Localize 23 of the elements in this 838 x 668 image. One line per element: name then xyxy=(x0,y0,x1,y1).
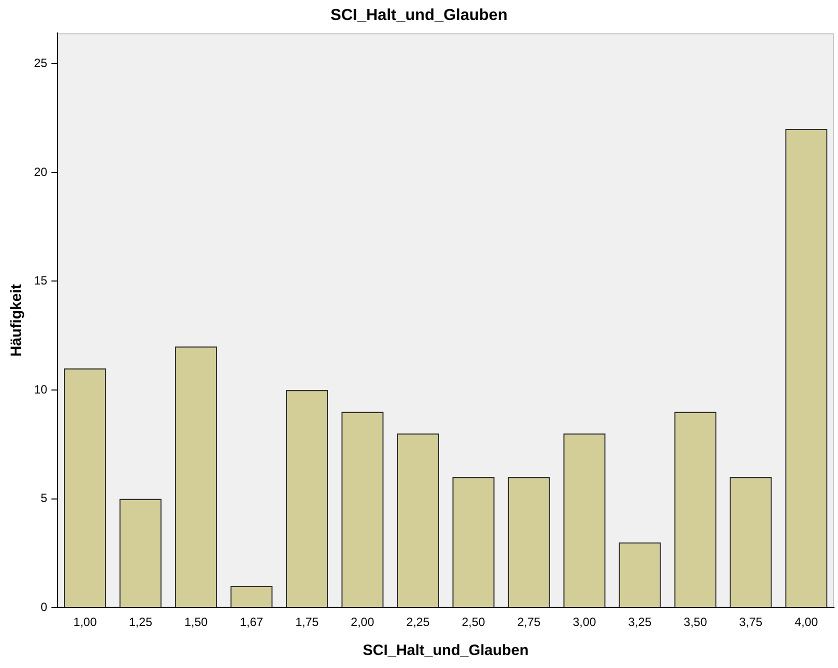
x-tick-label: 3,00 xyxy=(572,615,596,630)
x-tick-label: 2,00 xyxy=(350,615,374,630)
y-axis-title: Häufigkeit xyxy=(8,284,26,357)
x-tick-label: 3,50 xyxy=(684,615,708,630)
x-tick-label: 3,25 xyxy=(628,615,652,630)
y-tick-label: 10 xyxy=(34,382,48,396)
y-tick-label: 20 xyxy=(34,164,48,179)
x-tick-label: 1,00 xyxy=(73,615,98,630)
x-tick-label: 4,00 xyxy=(794,615,818,630)
x-tick-label: 1,67 xyxy=(240,615,264,630)
y-tick-label: 15 xyxy=(34,274,48,288)
x-tick-label: 3,75 xyxy=(739,615,763,630)
x-tick-label: 2,50 xyxy=(462,615,486,630)
x-tick-label: 1,75 xyxy=(295,615,319,630)
chart-title: SCI_Halt_und_Glauben xyxy=(330,7,508,24)
x-tick-label: 2,25 xyxy=(406,615,430,630)
x-tick-label: 1,50 xyxy=(184,615,208,630)
y-tick-label: 5 xyxy=(40,491,48,506)
x-tick-label: 2,75 xyxy=(517,615,541,630)
x-axis-title: SCI_Halt_und_Glauben xyxy=(362,642,529,660)
y-tick-label: 0 xyxy=(40,600,48,614)
x-tick-label: 1,25 xyxy=(128,615,153,630)
y-tick-label: 25 xyxy=(34,56,48,70)
